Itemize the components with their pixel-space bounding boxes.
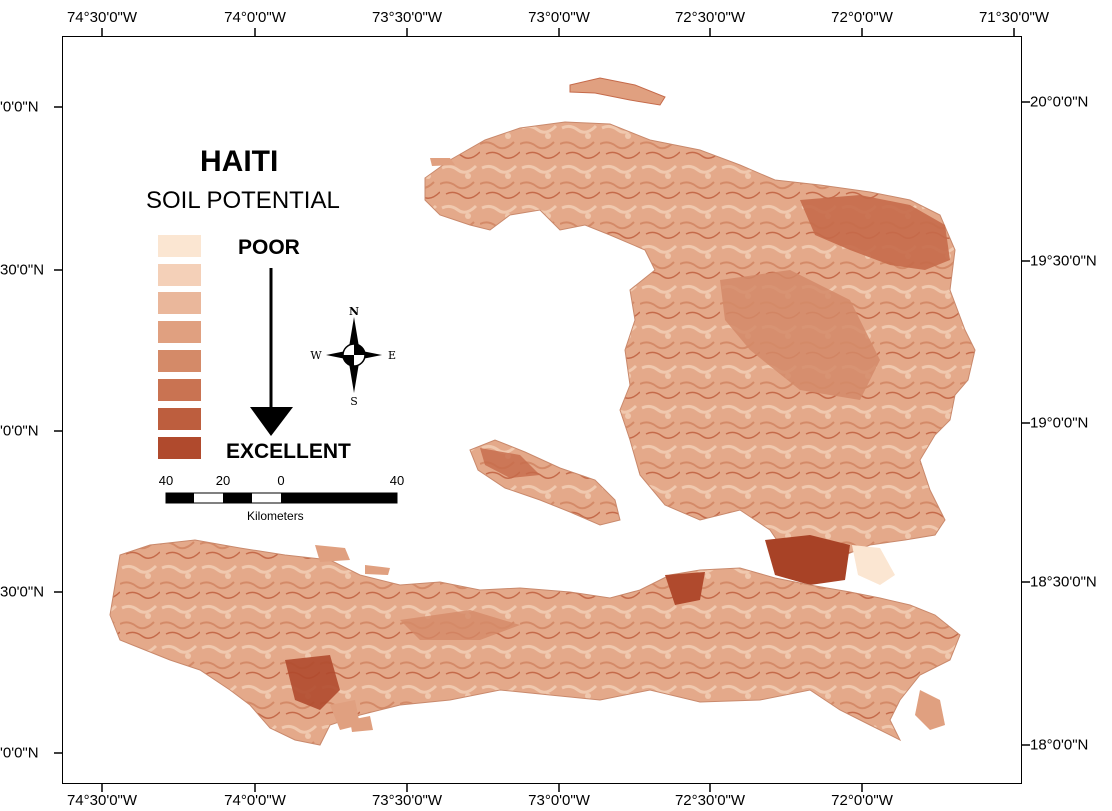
compass-n: N (349, 305, 359, 318)
legend-swatch (158, 264, 201, 286)
legend-swatch (158, 292, 201, 314)
longitude-label-top: 73°30'0"W (371, 9, 443, 26)
legend-swatch (158, 408, 201, 430)
compass-s: S (350, 395, 358, 408)
latitude-label-left: 30'0"N (0, 583, 45, 601)
longitude-label-bottom: 74°0'0"W (224, 792, 286, 809)
map-frame (62, 36, 1022, 784)
latitude-label-left: '0'0"N (0, 98, 39, 116)
legend-swatch (158, 350, 201, 372)
latitude-label-left: 30'0"N (0, 261, 45, 279)
legend-swatch (158, 321, 201, 343)
scalebar-label: 40 (389, 473, 405, 488)
longitude-label-top: 74°30'0"W (66, 9, 138, 26)
longitude-label-bottom: 72°0'0"W (831, 792, 893, 809)
longitude-label-top: 72°30'0"W (674, 9, 746, 26)
tortuga-island (569, 77, 666, 106)
scalebar-unit: Kilometers (247, 509, 304, 523)
latitude-label-right: 19°0'0"N (1030, 414, 1089, 432)
scalebar-label: 0 (277, 473, 285, 488)
legend-swatch (158, 379, 201, 401)
latitude-label-left: '0'0"N (0, 744, 39, 762)
map-subtitle: SOIL POTENTIAL (146, 187, 340, 214)
latitude-label-right: 19°30'0"N (1030, 252, 1097, 270)
longitude-label-bottom: 73°30'0"W (371, 792, 443, 809)
legend-label-poor: POOR (238, 236, 300, 259)
longitude-label-top: 71°30'0"W (978, 9, 1050, 26)
dark-region-plain (765, 535, 850, 585)
latitude-label-right: 18°0'0"N (1030, 736, 1089, 754)
legend-swatch (158, 437, 201, 459)
legend-swatch (158, 235, 201, 257)
scalebar-label: 20 (215, 473, 231, 488)
light-region-east (852, 545, 895, 585)
dark-region-central (720, 270, 880, 400)
longitude-label-bottom: 72°30'0"W (674, 792, 746, 809)
compass-e: E (388, 349, 396, 362)
map-title: HAITI (200, 145, 279, 178)
longitude-label-bottom: 74°30'0"W (66, 792, 138, 809)
longitude-label-top: 74°0'0"W (224, 9, 286, 26)
longitude-label-top: 73°0'0"W (528, 9, 590, 26)
latitude-label-left: '0'0"N (0, 422, 39, 440)
longitude-label-bottom: 73°0'0"W (528, 792, 590, 809)
longitude-label-top: 72°0'0"W (831, 9, 893, 26)
legend-label-excellent: EXCELLENT (226, 440, 351, 463)
scalebar-label: 40 (158, 473, 174, 488)
compass-w: W (310, 349, 322, 362)
latitude-label-right: 18°30'0"N (1030, 573, 1097, 591)
latitude-label-right: 20°0'0"N (1030, 93, 1089, 111)
dark-region-northeast (800, 195, 950, 270)
